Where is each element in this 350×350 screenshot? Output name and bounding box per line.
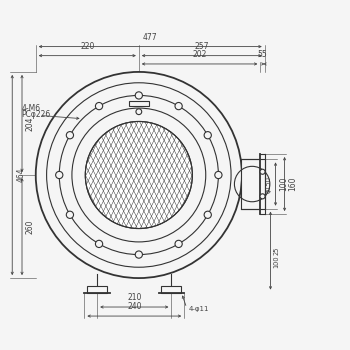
Text: 100: 100 — [274, 255, 280, 268]
Bar — [161, 286, 181, 293]
Circle shape — [56, 172, 63, 178]
Bar — [129, 101, 149, 106]
Text: PCφ226: PCφ226 — [21, 110, 50, 119]
Circle shape — [135, 251, 142, 258]
Circle shape — [204, 132, 211, 139]
Text: 100: 100 — [280, 177, 288, 191]
Bar — [241, 160, 265, 209]
Circle shape — [175, 240, 182, 247]
Circle shape — [260, 169, 265, 174]
Circle shape — [175, 103, 182, 110]
Circle shape — [85, 121, 192, 229]
Text: 160: 160 — [288, 177, 298, 191]
Text: 25: 25 — [274, 246, 280, 255]
Circle shape — [204, 211, 211, 218]
Text: φ150: φ150 — [266, 176, 272, 192]
Circle shape — [47, 83, 231, 267]
Text: 464: 464 — [16, 168, 25, 182]
Text: 204: 204 — [26, 116, 35, 131]
Text: 4-φ11: 4-φ11 — [189, 306, 209, 312]
Circle shape — [66, 132, 74, 139]
Circle shape — [96, 103, 103, 110]
Circle shape — [136, 109, 142, 114]
Circle shape — [36, 72, 242, 278]
Text: 240: 240 — [127, 302, 141, 312]
Text: 210: 210 — [127, 293, 141, 302]
Circle shape — [96, 240, 103, 247]
Bar — [87, 286, 107, 293]
Text: 220: 220 — [80, 42, 95, 51]
Circle shape — [135, 92, 142, 99]
Text: 55: 55 — [258, 50, 267, 59]
Text: 477: 477 — [143, 33, 158, 42]
Circle shape — [66, 211, 74, 218]
Text: 202: 202 — [193, 50, 207, 59]
Text: 260: 260 — [26, 219, 35, 234]
Text: 257: 257 — [195, 42, 209, 51]
Circle shape — [215, 172, 222, 178]
Circle shape — [72, 108, 206, 242]
Text: 4-M6: 4-M6 — [21, 104, 40, 113]
Circle shape — [260, 194, 265, 199]
